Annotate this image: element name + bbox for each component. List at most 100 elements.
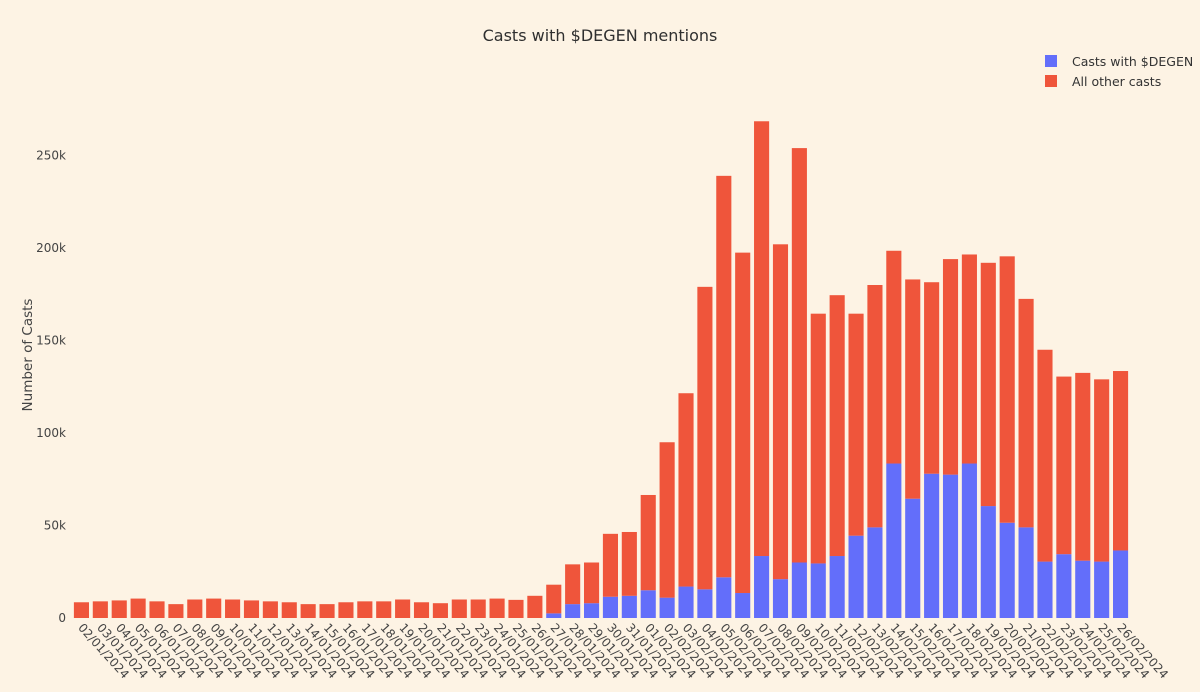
bar-segment-other[interactable] [621, 531, 637, 596]
bar-segment-other[interactable] [791, 148, 807, 563]
bar-segment-degen[interactable] [829, 556, 845, 618]
bar-segment-other[interactable] [73, 602, 89, 618]
bar-segment-other[interactable] [924, 282, 940, 474]
bar-segment-other[interactable] [130, 598, 146, 618]
bar-segment-other[interactable] [489, 598, 505, 618]
bar-segment-other[interactable] [1113, 371, 1129, 551]
bar-segment-degen[interactable] [697, 589, 713, 618]
bar-segment-other[interactable] [678, 393, 694, 587]
bar-segment-other[interactable] [697, 286, 713, 590]
legend-swatch-other [1045, 75, 1057, 87]
y-axis-label: Number of Casts [20, 299, 36, 412]
bars [73, 121, 1129, 619]
bar-segment-other[interactable] [206, 598, 222, 618]
bar-segment-degen[interactable] [924, 473, 940, 618]
bar-segment-degen[interactable] [1056, 554, 1072, 618]
bar-segment-degen[interactable] [546, 613, 562, 619]
bar-segment-other[interactable] [810, 313, 826, 564]
bar-segment-degen[interactable] [1018, 527, 1034, 618]
bar-segment-degen[interactable] [678, 586, 694, 618]
bar-segment-other[interactable] [735, 252, 751, 594]
bar-segment-other[interactable] [149, 601, 165, 618]
bar-segment-degen[interactable] [1037, 561, 1053, 618]
bar-segment-degen[interactable] [716, 577, 732, 618]
bar-segment-degen[interactable] [735, 593, 751, 618]
bar-segment-degen[interactable] [905, 498, 921, 618]
bar-segment-other[interactable] [187, 599, 203, 619]
bar-segment-other[interactable] [829, 295, 845, 557]
bar-segment-other[interactable] [886, 250, 902, 464]
y-tick-label: 50k [44, 519, 66, 533]
bar-segment-other[interactable] [395, 599, 411, 619]
bar-segment-other[interactable] [1094, 379, 1110, 562]
bar-segment-other[interactable] [942, 259, 959, 475]
bar-segment-other[interactable] [225, 599, 241, 619]
bar-segment-other[interactable] [754, 121, 770, 557]
bar-segment-degen[interactable] [621, 595, 637, 618]
bar-segment-other[interactable] [565, 564, 581, 605]
bar-segment-degen[interactable] [640, 590, 656, 618]
bar-segment-degen[interactable] [565, 604, 581, 619]
bar-segment-degen[interactable] [1075, 560, 1091, 618]
bar-segment-other[interactable] [905, 279, 921, 499]
legend-item-other[interactable]: All other casts [1045, 74, 1161, 89]
bar-segment-other[interactable] [319, 604, 335, 619]
bar-segment-other[interactable] [376, 601, 392, 618]
bar-segment-other[interactable] [1075, 372, 1091, 561]
bar-segment-other[interactable] [980, 262, 996, 507]
bar-segment-other[interactable] [338, 602, 354, 618]
bar-segment-other[interactable] [716, 175, 732, 578]
bar-segment-degen[interactable] [980, 506, 996, 618]
bar-segment-degen[interactable] [867, 527, 883, 618]
bar-segment-degen[interactable] [584, 603, 600, 618]
bar-segment-other[interactable] [508, 599, 524, 618]
bar-segment-other[interactable] [1018, 298, 1034, 528]
y-axis-label-group: Number of Casts [20, 299, 36, 412]
bar-segment-other[interactable] [546, 584, 562, 614]
bar-segment-degen[interactable] [791, 562, 807, 619]
bar-segment-other[interactable] [300, 604, 316, 619]
bar-segment-other[interactable] [111, 600, 127, 618]
legend[interactable]: Casts with $DEGEN All other casts [1045, 54, 1193, 89]
bar-segment-degen[interactable] [848, 535, 864, 618]
legend-item-degen[interactable]: Casts with $DEGEN [1045, 54, 1193, 69]
bar-segment-other[interactable] [584, 562, 600, 604]
bar-segment-other[interactable] [262, 601, 278, 618]
bar-segment-degen[interactable] [772, 579, 789, 618]
bar-segment-other[interactable] [470, 599, 486, 619]
bar-segment-other[interactable] [527, 595, 543, 618]
bar-segment-degen[interactable] [961, 463, 977, 618]
bar-segment-degen[interactable] [754, 556, 770, 618]
bar-segment-degen[interactable] [810, 563, 826, 618]
bar-segment-other[interactable] [1056, 376, 1072, 555]
bar-segment-other[interactable] [451, 599, 467, 619]
bar-segment-other[interactable] [961, 254, 977, 464]
bar-segment-degen[interactable] [886, 463, 902, 618]
bar-segment-other[interactable] [867, 285, 883, 528]
bar-segment-degen[interactable] [602, 596, 618, 618]
bar-segment-other[interactable] [659, 442, 675, 598]
y-tick-label: 200k [36, 241, 66, 255]
bar-segment-other[interactable] [243, 600, 260, 618]
bar-segment-other[interactable] [92, 601, 108, 618]
bar-segment-degen[interactable] [1094, 561, 1110, 618]
x-axis-ticks: 02/01/202403/01/202404/01/202405/01/2024… [75, 621, 1171, 682]
bar-segment-other[interactable] [357, 601, 373, 618]
bar-segment-other[interactable] [602, 533, 618, 597]
bar-segment-other[interactable] [772, 244, 789, 580]
bar-segment-other[interactable] [281, 602, 297, 618]
bar-segment-degen[interactable] [1113, 550, 1129, 618]
legend-label-degen: Casts with $DEGEN [1072, 54, 1193, 69]
y-tick-label: 150k [36, 334, 66, 348]
bar-segment-other[interactable] [999, 256, 1015, 523]
bar-segment-other[interactable] [168, 604, 184, 619]
bar-segment-degen[interactable] [942, 474, 959, 619]
bar-segment-other[interactable] [1037, 349, 1053, 562]
bar-segment-other[interactable] [848, 313, 864, 536]
bar-segment-other[interactable] [432, 603, 448, 618]
bar-segment-degen[interactable] [999, 522, 1015, 618]
bar-segment-other[interactable] [413, 602, 430, 618]
y-tick-label: 0 [58, 611, 66, 625]
bar-segment-other[interactable] [640, 494, 656, 591]
bar-segment-degen[interactable] [659, 597, 675, 618]
